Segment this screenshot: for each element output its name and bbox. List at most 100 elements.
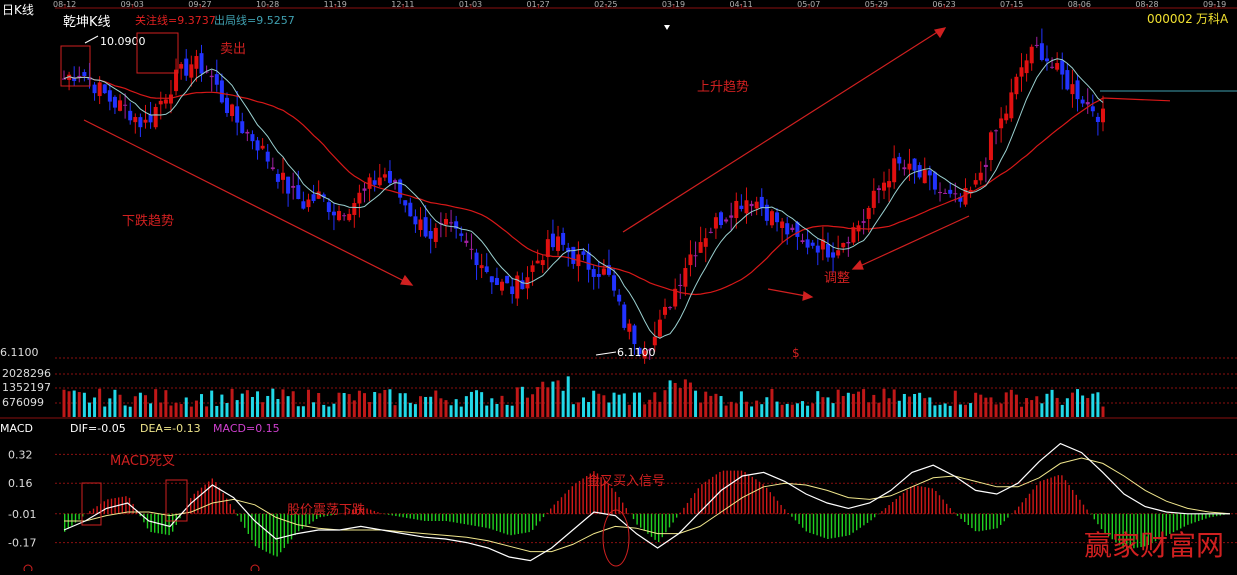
focus-line-value: 关注线=9.3737: [135, 13, 216, 27]
volume-bar: [939, 405, 942, 417]
candle-body: [403, 200, 407, 205]
macd-histogram-bar: [669, 514, 670, 528]
volume-bar: [190, 407, 193, 417]
volume-bar: [521, 387, 524, 417]
macd-histogram-bar: [388, 514, 389, 515]
candle-body: [159, 101, 163, 104]
macd-panel-label: MACD: [0, 422, 33, 435]
candle-body: [653, 337, 657, 346]
macd-histogram-bar: [654, 514, 655, 540]
candle-body: [245, 132, 249, 134]
macd-histogram-bar: [636, 514, 637, 525]
volume-bar: [714, 394, 717, 417]
candle-body: [143, 120, 147, 123]
macd-histogram-bar: [899, 496, 900, 514]
candle-body: [841, 243, 845, 247]
candle-body: [113, 97, 117, 108]
volume-bar: [770, 389, 773, 417]
volume-bar: [888, 398, 891, 417]
candle-body: [627, 324, 631, 332]
candle-body: [434, 228, 438, 242]
volume-bar: [918, 393, 921, 417]
macd-histogram-bar: [543, 514, 544, 517]
volume-bar: [745, 402, 748, 417]
macd-histogram-bar: [258, 514, 259, 548]
macd-tick-label: 0.16: [8, 477, 33, 490]
date-tick-label: 08-06: [1068, 0, 1091, 9]
volume-bar: [419, 396, 422, 417]
candle-body: [801, 240, 805, 242]
macd-histogram-bar: [1072, 490, 1073, 514]
macd-histogram-bar: [197, 491, 198, 514]
macd-histogram-bar: [233, 510, 234, 514]
macd-histogram-bar: [518, 514, 519, 534]
volume-bar: [139, 393, 142, 417]
volume-bar: [358, 391, 361, 417]
volume-bar: [877, 403, 880, 417]
macd-histogram-bar: [975, 514, 976, 531]
macd-histogram-bar: [111, 499, 112, 514]
candle-body: [933, 172, 937, 189]
volume-bar: [572, 404, 575, 417]
volume-bar: [388, 389, 391, 417]
candle-body: [536, 261, 540, 264]
macd-histogram-bar: [935, 491, 936, 514]
volume-bar: [495, 404, 498, 417]
macd-histogram-bar: [1097, 514, 1098, 524]
volume-bar: [867, 402, 870, 417]
macd-histogram-bar: [122, 497, 123, 514]
candle-body: [1096, 117, 1100, 122]
volume-bar: [506, 405, 509, 417]
macd-histogram-bar: [712, 477, 713, 514]
volume-bar: [200, 394, 203, 417]
date-tick-label: 01-03: [459, 0, 482, 9]
candle-body: [953, 193, 957, 194]
macd-histogram-bar: [1043, 480, 1044, 514]
macd-histogram-bar: [932, 488, 933, 513]
volume-bar: [414, 404, 417, 417]
volume-bar: [236, 400, 239, 417]
macd-histogram-bar: [496, 514, 497, 531]
volume-bar: [618, 395, 621, 417]
date-tick-label: 10-28: [256, 0, 279, 9]
candle-body: [694, 255, 698, 256]
volume-bar: [378, 393, 381, 417]
candle-body: [210, 76, 214, 77]
macd-histogram-bar: [1094, 514, 1095, 520]
macd-histogram-bar: [813, 514, 814, 534]
volume-bar: [551, 382, 554, 417]
volume-bar: [949, 406, 952, 417]
volume-bar: [103, 407, 106, 417]
volume-bar: [1015, 395, 1018, 417]
candle-body: [999, 118, 1003, 128]
macd-histogram-bar: [942, 500, 943, 514]
buy-signal-annotation: 金叉买入信号: [587, 473, 665, 489]
date-tick-label: 11-19: [324, 0, 347, 9]
volume-bar: [1081, 396, 1084, 417]
macd-histogram-bar: [575, 483, 576, 513]
macd-histogram-bar: [446, 514, 447, 521]
volume-bar: [307, 390, 310, 417]
candle-body: [93, 85, 97, 94]
macd-histogram-bar: [431, 514, 432, 521]
volume-bar: [628, 405, 631, 417]
volume-bar: [129, 407, 132, 417]
candle-body: [923, 170, 927, 183]
macd-histogram-bar: [950, 508, 951, 514]
candle-body: [408, 203, 412, 217]
watermark-logo: 赢家财富网: [1084, 529, 1224, 562]
volume-bar: [1020, 407, 1023, 417]
volume-bar: [394, 405, 397, 417]
volume-bar: [725, 406, 728, 417]
macd-histogram-bar: [424, 514, 425, 521]
candle-body: [1091, 106, 1095, 111]
candle-body: [877, 188, 881, 190]
candle-body: [806, 239, 810, 247]
candle-body: [714, 217, 718, 228]
candle-body: [780, 222, 784, 228]
volume-bar: [225, 403, 228, 417]
macd-histogram-bar: [1090, 514, 1091, 515]
candle-body: [938, 192, 942, 193]
volume-bar: [944, 403, 947, 417]
